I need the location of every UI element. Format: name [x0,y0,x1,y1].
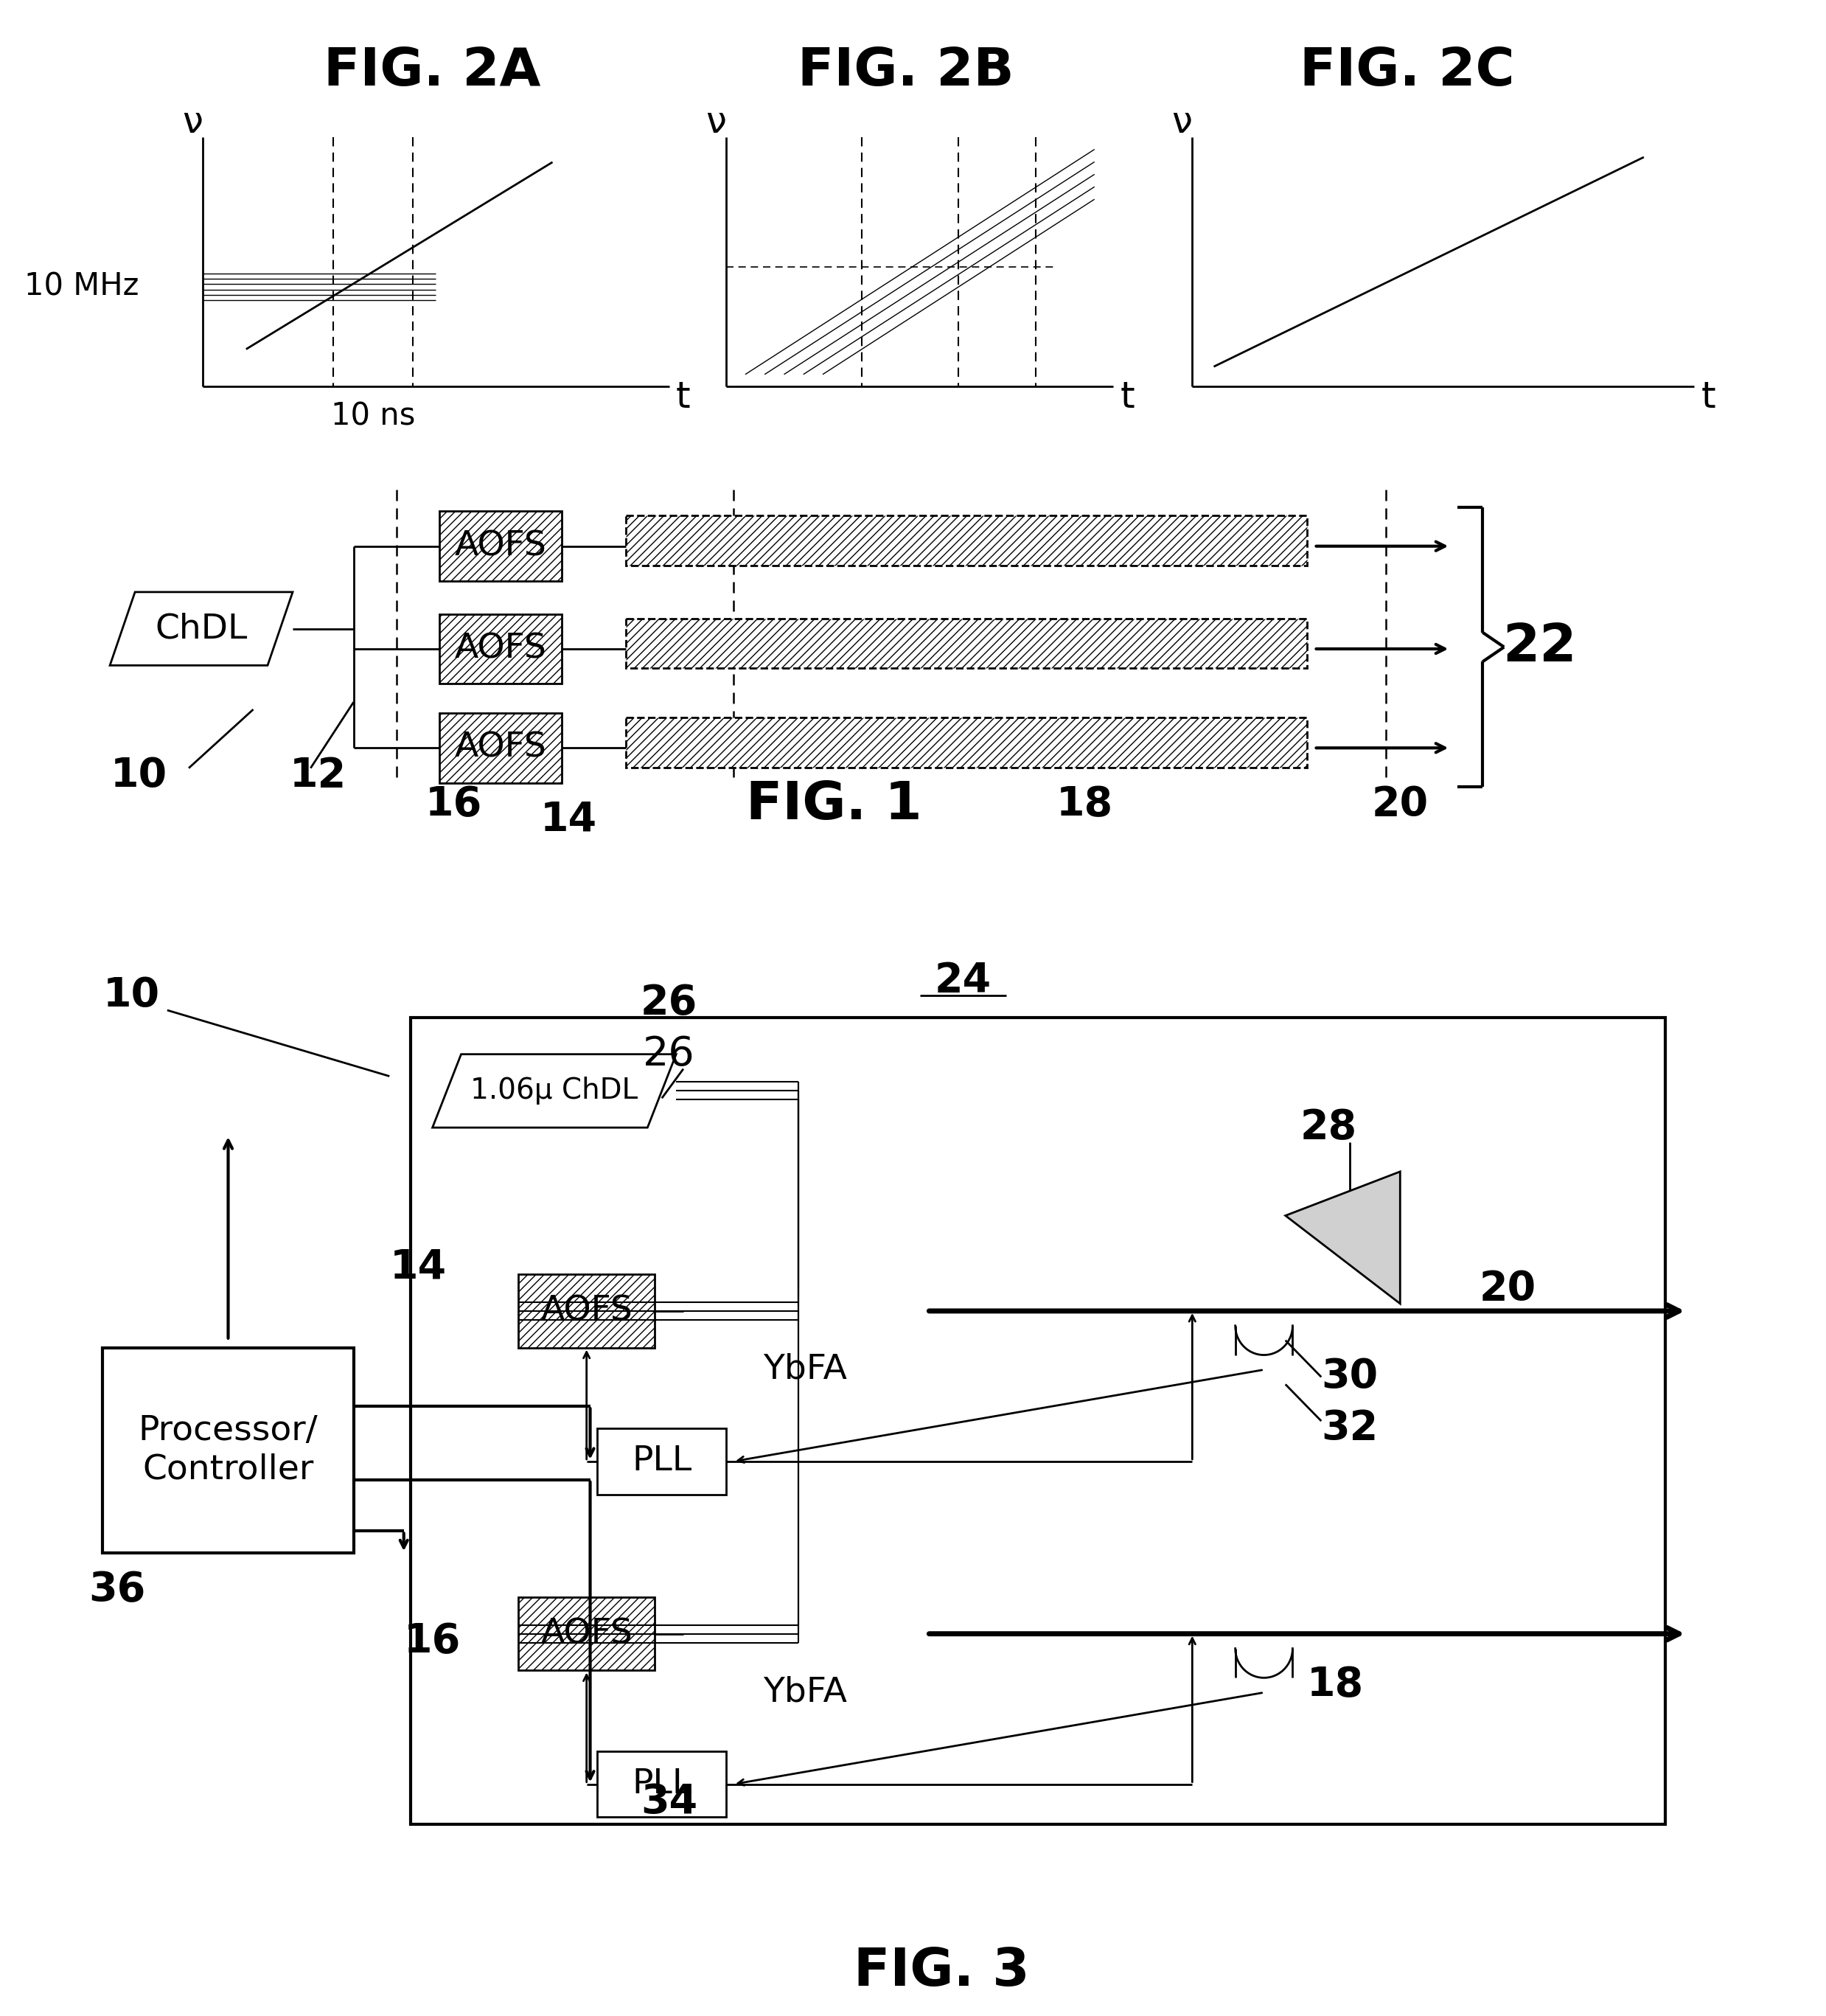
Text: FIG. 2C: FIG. 2C [1300,46,1516,97]
Text: 12: 12 [289,756,347,796]
Text: t: t [1702,379,1716,415]
Text: 1.06μ ChDL: 1.06μ ChDL [471,1077,637,1105]
Text: 36: 36 [88,1570,146,1609]
Text: 16: 16 [404,1621,460,1661]
Text: 10: 10 [102,976,161,1016]
Text: 10: 10 [110,756,166,796]
Bar [519,1274,656,1347]
Text: ν: ν [1170,105,1192,141]
Text: AOFS: AOFS [540,1294,632,1329]
Bar [440,714,561,782]
Polygon shape [433,1054,676,1127]
Bar [626,516,1307,566]
Text: t: t [1121,379,1136,415]
Bar [626,619,1307,669]
Text: ν: ν [705,105,727,141]
Text: 10 MHz: 10 MHz [24,272,139,302]
Text: 18: 18 [1055,784,1114,825]
Text: AOFS: AOFS [455,633,546,665]
Polygon shape [110,593,292,665]
Bar [626,718,1307,768]
Polygon shape [1286,1171,1401,1304]
Text: PLL: PLL [632,1768,692,1800]
Bar [411,1018,1665,1824]
Text: 14: 14 [540,800,597,839]
Text: YbFA: YbFA [763,1675,847,1710]
Text: 26: 26 [641,984,698,1022]
Text: Processor/
Controller: Processor/ Controller [139,1415,318,1486]
Text: 34: 34 [641,1782,698,1822]
Text: 10 ns: 10 ns [331,401,415,431]
Bar [440,512,561,581]
Bar [597,1429,727,1494]
Text: ν: ν [183,105,203,141]
Text: 14: 14 [389,1248,447,1286]
Text: 28: 28 [1300,1107,1357,1147]
Text: FIG. 2B: FIG. 2B [798,46,1013,97]
Text: AOFS: AOFS [455,530,546,562]
Bar [102,1347,354,1552]
Text: 22: 22 [1503,621,1578,673]
Text: ChDL: ChDL [155,613,247,645]
Text: YbFA: YbFA [763,1353,847,1387]
Bar [519,1597,656,1671]
Text: AOFS: AOFS [455,732,546,764]
Text: 30: 30 [1322,1357,1379,1397]
Text: AOFS: AOFS [540,1617,632,1651]
Text: 16: 16 [425,784,482,825]
Text: PLL: PLL [632,1445,692,1478]
Text: 20: 20 [1479,1270,1536,1308]
Text: FIG. 1: FIG. 1 [745,780,922,831]
Bar [440,615,561,683]
Text: 26: 26 [643,1034,696,1075]
Text: 18: 18 [1307,1665,1364,1706]
Bar [597,1752,727,1816]
Text: 32: 32 [1322,1409,1379,1447]
Text: FIG. 2A: FIG. 2A [323,46,540,97]
Text: 20: 20 [1371,784,1428,825]
Text: t: t [676,379,690,415]
Text: FIG. 3: FIG. 3 [853,1945,1030,1996]
Text: 24: 24 [935,962,992,1000]
